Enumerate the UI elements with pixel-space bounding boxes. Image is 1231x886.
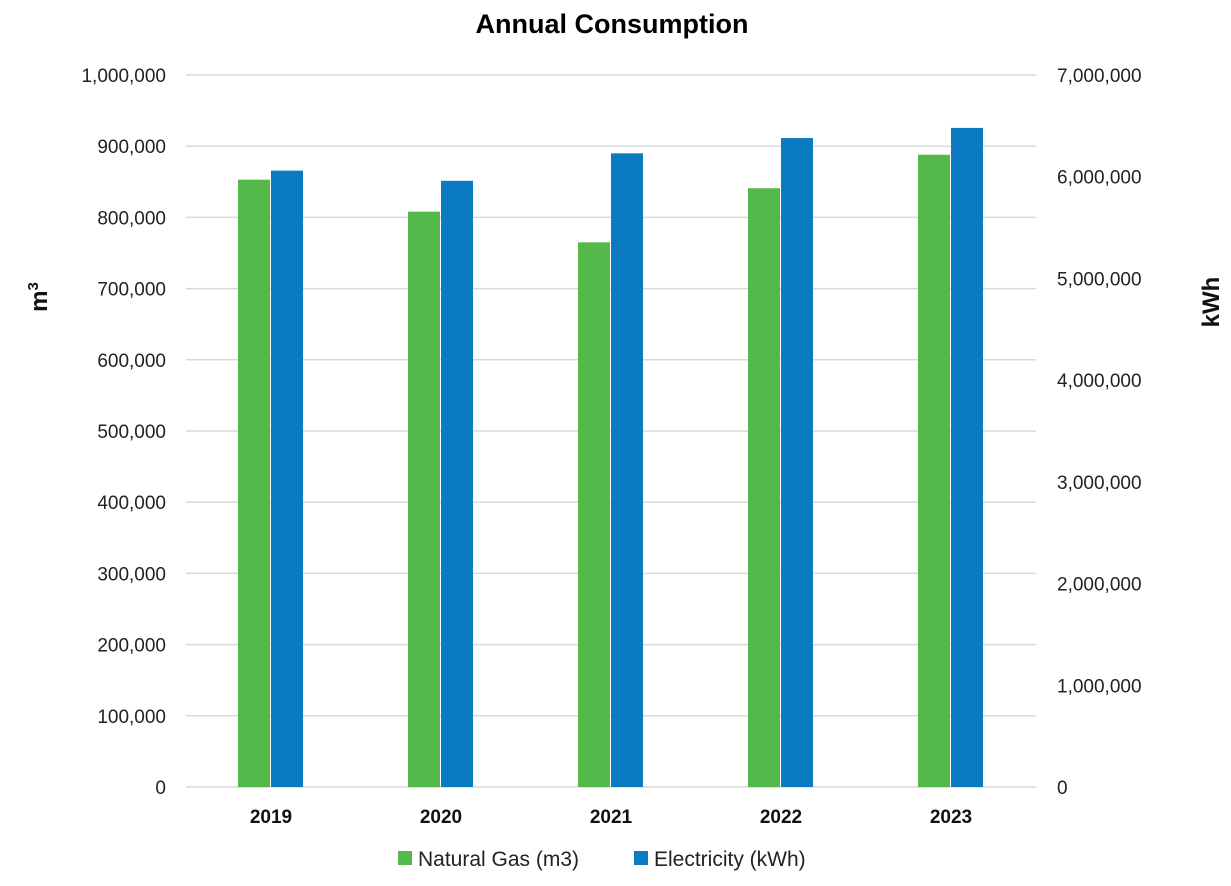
right-tick-label: 5,000,000 bbox=[1057, 269, 1142, 290]
bar-natural-gas-2020 bbox=[408, 211, 440, 788]
left-tick-label: 200,000 bbox=[97, 636, 166, 657]
category-label: 2019 bbox=[250, 807, 292, 828]
left-tick-label: 600,000 bbox=[97, 351, 166, 372]
legend-swatch-natural-gas bbox=[398, 851, 412, 865]
bar-natural-gas-2019 bbox=[238, 179, 270, 787]
left-tick-label: 1,000,000 bbox=[81, 66, 166, 87]
left-tick-label: 700,000 bbox=[97, 280, 166, 301]
category-label: 2023 bbox=[930, 807, 972, 828]
right-tick-label: 4,000,000 bbox=[1057, 371, 1142, 392]
bar-natural-gas-2022 bbox=[748, 188, 780, 787]
legend-label-electricity: Electricity (kWh) bbox=[654, 848, 806, 871]
right-axis-ticks: 0 1,000,000 2,000,000 3,000,000 4,000,000 5,0… bbox=[1057, 66, 1142, 799]
right-tick-label: 0 bbox=[1057, 778, 1068, 799]
left-tick-label: 900,000 bbox=[97, 137, 166, 158]
right-tick-label: 6,000,000 bbox=[1057, 168, 1142, 189]
right-axis-label: kWh bbox=[1198, 277, 1225, 328]
legend-label-natural-gas: Natural Gas (m3) bbox=[418, 848, 579, 871]
category-label: 2022 bbox=[760, 807, 802, 828]
right-tick-label: 7,000,000 bbox=[1057, 66, 1142, 87]
bar-electricity-2021 bbox=[611, 153, 643, 787]
left-axis-ticks: 0 100,000 200,000 300,000 400,000 500,000 600,… bbox=[81, 66, 166, 799]
chart-title: Annual Consumption bbox=[476, 9, 749, 39]
category-label: 2021 bbox=[590, 807, 633, 828]
legend: Natural Gas (m3) Electricity (kWh) bbox=[398, 848, 806, 871]
bar-electricity-2019 bbox=[271, 170, 303, 787]
left-axis-label: m3 bbox=[25, 282, 53, 312]
bar-electricity-2023 bbox=[951, 127, 983, 788]
bars bbox=[238, 127, 983, 788]
right-tick-label: 2,000,000 bbox=[1057, 575, 1142, 596]
right-tick-label: 1,000,000 bbox=[1057, 676, 1142, 697]
legend-swatch-electricity bbox=[634, 851, 648, 865]
left-tick-label: 300,000 bbox=[97, 564, 166, 585]
category-labels: 2019 2020 2021 2022 2023 bbox=[250, 807, 972, 828]
left-tick-label: 800,000 bbox=[97, 208, 166, 229]
bar-electricity-2022 bbox=[781, 138, 813, 787]
left-tick-label: 400,000 bbox=[97, 493, 166, 514]
left-tick-label: 100,000 bbox=[97, 707, 166, 728]
bar-natural-gas-2023 bbox=[918, 154, 950, 787]
left-tick-label: 500,000 bbox=[97, 422, 166, 443]
bar-natural-gas-2021 bbox=[578, 242, 610, 787]
left-tick-label: 0 bbox=[155, 778, 166, 799]
right-tick-label: 3,000,000 bbox=[1057, 473, 1142, 494]
category-label: 2020 bbox=[420, 807, 462, 828]
bar-electricity-2020 bbox=[441, 180, 473, 788]
